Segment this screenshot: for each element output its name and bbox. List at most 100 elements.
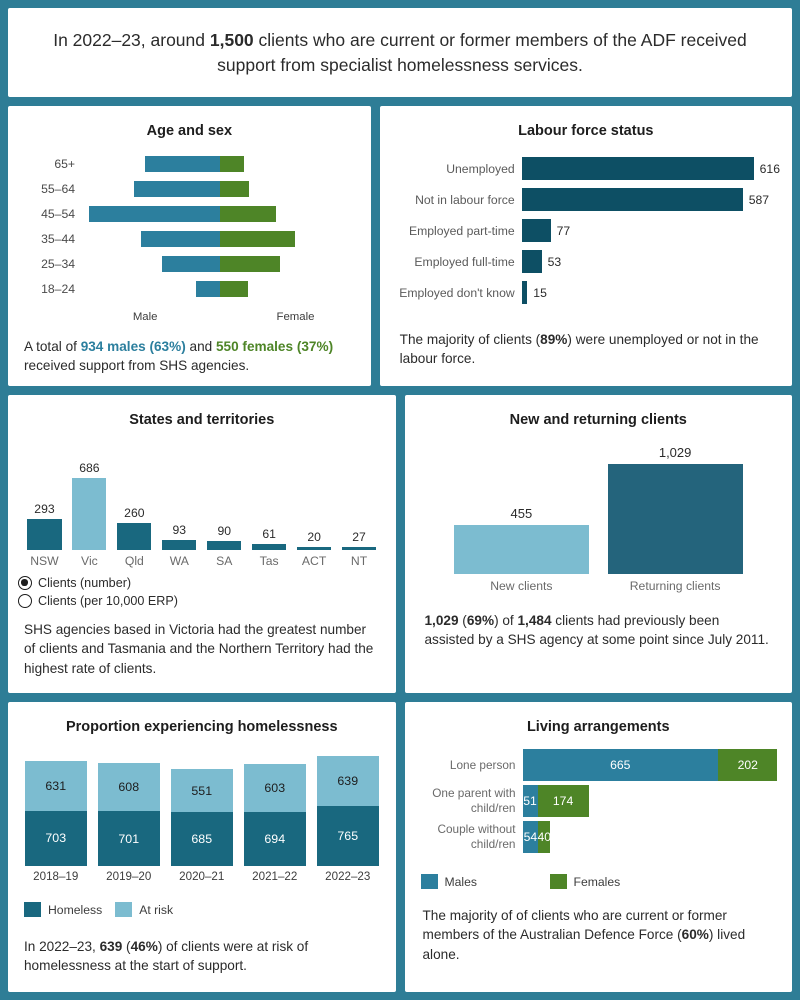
- nr-note-p5: clients had previously been assisted by …: [424, 613, 769, 648]
- table-row: Employed full-time 53: [386, 246, 780, 277]
- labour-bar: [521, 157, 754, 180]
- hl-note-p4: ) of clients were at risk of homelessnes…: [24, 939, 309, 974]
- axis-label-male: Male: [132, 311, 158, 323]
- homelessness-column: 551 685: [170, 769, 233, 866]
- states-value-label: 61: [262, 526, 276, 541]
- new-returning-bar: [453, 525, 589, 574]
- labour-value-label: 77: [556, 223, 571, 238]
- pyramid-row: 65+: [22, 153, 357, 175]
- living-segment-males: 54: [522, 821, 539, 853]
- pyramid-age-label: 18–24: [41, 282, 75, 296]
- living-segment-females: 174: [537, 785, 589, 817]
- homelessness-segment-homeless: 703: [24, 810, 87, 866]
- hl-note-count: 639: [99, 939, 123, 954]
- age-sex-note-p4: received support from SHS agencies.: [24, 358, 250, 374]
- homelessness-category-label: 2018–19: [33, 870, 79, 883]
- legend-item: Males: [420, 874, 537, 889]
- states-value-label: 93: [172, 523, 187, 538]
- pyramid-row: 45–54: [22, 203, 357, 225]
- legend-item: Homeless: [24, 902, 102, 917]
- states-bar: [341, 547, 377, 550]
- living-segment-females: 40: [537, 821, 551, 853]
- living-note-after: ) lived alone.: [422, 927, 746, 962]
- hl-note-p0: In 2022–23,: [24, 939, 100, 954]
- legend-swatch: [420, 874, 438, 889]
- row-two: States and territories 293 686 260 93 90 61 20…: [8, 395, 792, 693]
- homelessness-category-labels: 2018–19 2019–20 2020–21 2021–22 2022–23: [8, 870, 396, 883]
- pyramid-track: [84, 156, 357, 172]
- legend-label: At risk: [139, 902, 174, 917]
- states-column: 93: [157, 523, 202, 550]
- age-sex-axis-labels: Male Female: [70, 311, 371, 323]
- legend-item: At risk: [115, 902, 173, 917]
- header-highlight: 1,500: [209, 29, 254, 50]
- pyramid-track: [84, 281, 357, 297]
- homelessness-segment-at-risk: 608: [97, 763, 160, 812]
- pyramid-bar-female: [220, 281, 249, 297]
- pyramid-bar-male: [89, 206, 221, 222]
- nr-note-p1: (: [458, 613, 467, 628]
- nr-note-count: 1,029: [424, 613, 459, 628]
- pyramid-row: 55–64: [22, 178, 357, 200]
- homelessness-title: Proportion experiencing homelessness: [65, 719, 338, 735]
- pyramid-bar-female: [220, 256, 280, 272]
- legend-swatch: [115, 902, 133, 917]
- homelessness-category-label: 2019–20: [106, 870, 152, 883]
- labour-bar: [521, 250, 542, 273]
- states-value-label: 27: [352, 530, 366, 544]
- pyramid-bar-male: [195, 281, 221, 297]
- states-category-label: WA: [169, 554, 189, 568]
- homelessness-category-label: 2021–22: [252, 870, 298, 883]
- living-segment-males: 51: [522, 785, 538, 817]
- axis-label-female: Female: [276, 311, 315, 323]
- homelessness-segment-homeless: 694: [243, 811, 306, 866]
- pyramid-age-label: 65+: [54, 157, 75, 171]
- states-bar: [207, 540, 242, 550]
- new-returning-category-label: New clients: [490, 579, 553, 593]
- living-track: 54 40: [522, 821, 551, 853]
- hl-note-p2: (: [122, 939, 131, 954]
- labour-bar: [521, 219, 551, 242]
- header-text-after: clients who are current or former member…: [217, 29, 747, 75]
- living-track: 51 174: [522, 785, 589, 817]
- living-row: Couple without child/ren 54 40: [411, 819, 781, 855]
- homelessness-column: 631 703: [24, 761, 87, 866]
- states-value-label: 293: [34, 502, 55, 517]
- labour-category-label: Employed full-time: [414, 254, 515, 269]
- panel-age-and-sex: Age and sex 65+ 55–64 45–54 35–44 25–34 18–24…: [8, 106, 371, 386]
- living-note-before: The majority of of clients who are curre…: [422, 908, 727, 943]
- new-returning-value-label: 455: [510, 506, 533, 522]
- pyramid-bar-male: [145, 156, 221, 172]
- radio-button-icon[interactable]: [18, 576, 32, 590]
- header-text: In 2022–23, around 1,500 clients who are…: [42, 28, 758, 78]
- panel-labour-force-status: Labour force status Unemployed 616 Not in …: [379, 106, 792, 386]
- living-row: One parent with child/ren 51 174: [411, 783, 781, 819]
- labour-category-label: Unemployed: [446, 161, 515, 176]
- states-measure-radio-group[interactable]: Clients (number) Clients (per 10,000 ERP): [8, 568, 396, 610]
- states-radio-option[interactable]: Clients (number): [18, 574, 396, 592]
- states-bar: [162, 540, 197, 550]
- states-bar: [252, 543, 287, 550]
- states-radio-option[interactable]: Clients (per 10,000 ERP): [18, 592, 396, 610]
- homelessness-legend: Homeless At risk: [8, 902, 396, 917]
- states-category-label: Qld: [124, 554, 144, 568]
- legend-swatch: [549, 874, 567, 889]
- homelessness-note: In 2022–23, 639 (46%) of clients were at…: [8, 937, 396, 976]
- radio-button-icon[interactable]: [18, 594, 32, 608]
- pyramid-row: 18–24: [22, 278, 357, 300]
- pyramid-bar-male: [140, 231, 221, 247]
- living-category-label: One parent with child/ren: [432, 786, 516, 815]
- states-category-label: NSW: [30, 554, 59, 568]
- living-note: The majority of of clients who are curre…: [405, 906, 793, 964]
- states-value-label: 260: [124, 505, 145, 520]
- labour-bar-chart: Unemployed 616 Not in labour force 587 Emplo…: [380, 139, 792, 308]
- living-track: 665 202: [522, 749, 778, 781]
- homelessness-column: 608 701: [97, 763, 160, 866]
- pyramid-bar-male: [161, 256, 221, 272]
- states-category-label: NT: [350, 554, 368, 568]
- labour-bar: [521, 281, 528, 304]
- new-returning-category-label: Returning clients: [629, 579, 721, 593]
- panel-new-and-returning-clients: New and returning clients 455 1,029 New c…: [404, 395, 792, 693]
- states-column: 293: [22, 502, 67, 550]
